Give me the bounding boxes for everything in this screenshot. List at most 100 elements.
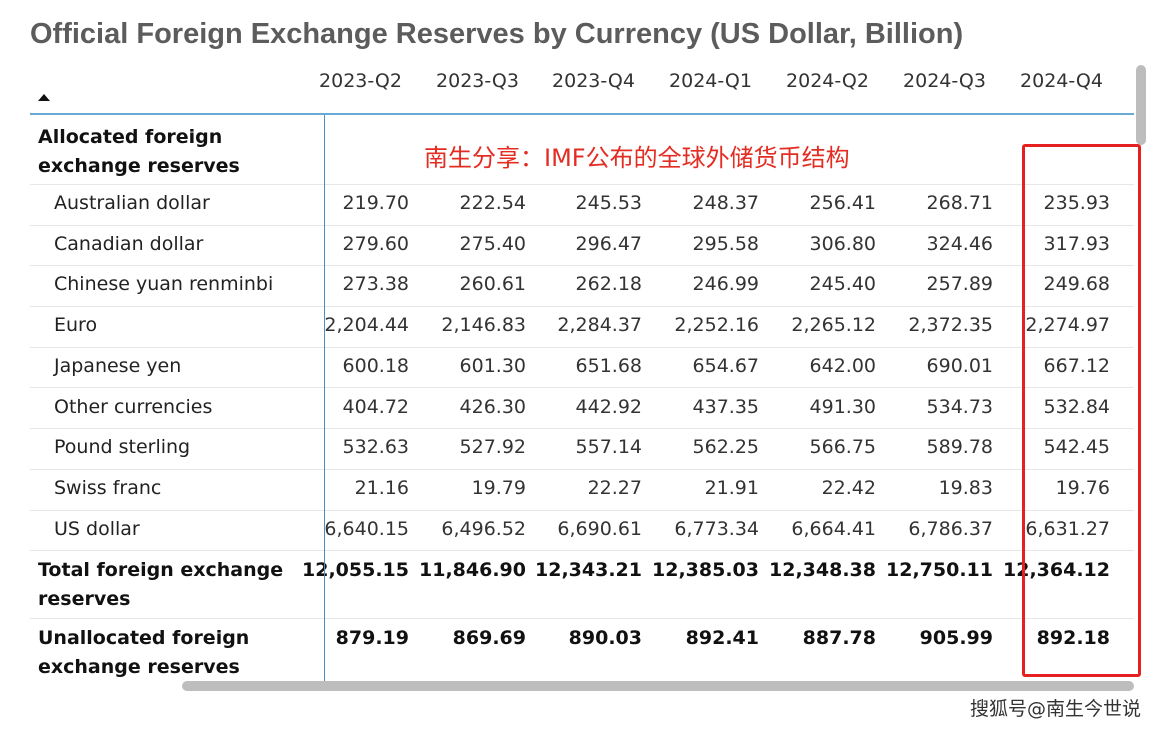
total-cell: 12,364.12 (1003, 559, 1110, 581)
table-cell: 6,631.27 (1025, 517, 1110, 540)
table-cell: 19.83 (938, 476, 993, 499)
table-cell: 22.27 (587, 476, 642, 499)
table-cell: 437.35 (692, 395, 759, 418)
header-divider (30, 113, 1134, 115)
table-cell: 491.30 (809, 395, 876, 418)
table-cell: 245.53 (575, 192, 642, 214)
total-row-label: Unallocated foreign exchange reserves (38, 627, 250, 678)
table-row: Canadian dollar 279.60 275.40 296.47 295.58 3… (30, 225, 1134, 267)
table-cell: 2,265.12 (791, 314, 876, 337)
column-header[interactable]: 2023-Q4 (552, 70, 635, 92)
table-cell: 2,204.44 (324, 314, 409, 337)
table-cell: 6,640.15 (324, 517, 409, 540)
row-label: Chinese yuan renminbi (54, 273, 274, 296)
table-cell: 566.75 (809, 436, 876, 459)
table-cell: 245.40 (809, 273, 876, 296)
table-row: Japanese yen 600.18 601.30 651.68 654.67 642.… (30, 347, 1134, 389)
table-cell: 273.38 (342, 273, 409, 296)
row-label: Euro (54, 314, 98, 337)
table-cell: 6,664.41 (791, 517, 876, 540)
row-label: Other currencies (54, 395, 213, 418)
table-cell: 21.16 (354, 476, 409, 499)
table-cell: 248.37 (692, 192, 759, 214)
table-cell: 2,252.16 (674, 314, 759, 337)
section-header-label: Allocated foreign exchange reserves (38, 126, 240, 177)
table-cell: 2,146.83 (441, 314, 526, 337)
vertical-scrollbar[interactable] (1136, 65, 1146, 675)
table-cell: 532.84 (1043, 395, 1110, 418)
table-cell: 260.61 (459, 273, 526, 296)
table-cell: 534.73 (926, 395, 993, 418)
table-cell: 557.14 (575, 436, 642, 459)
table-cell: 257.89 (926, 273, 993, 296)
table-row: Chinese yuan renminbi 273.38 260.61 262.18 2… (30, 265, 1134, 308)
table-cell: 222.54 (459, 192, 526, 214)
table-cell: 651.68 (575, 354, 642, 377)
table-row: Australian dollar 219.70 222.54 245.53 248.3… (30, 184, 1134, 226)
table-cell: 542.45 (1043, 436, 1110, 459)
total-cell: 12,343.21 (535, 559, 642, 581)
row-label: US dollar (54, 517, 140, 540)
table-row: Other currencies 404.72 426.30 442.92 437.35… (30, 388, 1134, 430)
horizontal-scrollbar[interactable] (182, 681, 1134, 691)
table-cell: 317.93 (1043, 232, 1110, 255)
table-cell: 21.91 (704, 476, 759, 499)
table-row: US dollar 6,640.15 6,496.52 6,690.61 6,773.3… (30, 510, 1134, 552)
row-label: Pound sterling (54, 436, 191, 459)
table-cell: 601.30 (459, 354, 526, 377)
table-cell: 2,284.37 (557, 314, 642, 337)
table-cell: 690.01 (926, 354, 993, 377)
table-cell: 654.67 (692, 354, 759, 377)
total-cell: 887.78 (802, 627, 876, 649)
table-cell: 589.78 (926, 436, 993, 459)
column-header[interactable]: 2024-Q4 (1020, 70, 1103, 92)
section-header-row: Allocated foreign exchange reserves (30, 115, 1134, 185)
total-cell: 869.69 (452, 627, 526, 649)
total-cell: 879.19 (335, 627, 409, 649)
table-cell: 22.42 (821, 476, 876, 499)
table-cell: 2,274.97 (1025, 314, 1110, 337)
total-cell: 12,385.03 (652, 559, 759, 581)
column-header[interactable]: 2023-Q3 (436, 70, 519, 92)
table-cell: 324.46 (926, 232, 993, 255)
row-label: Canadian dollar (54, 232, 204, 255)
table-cell: 6,496.52 (441, 517, 526, 540)
table-cell: 306.80 (809, 232, 876, 255)
total-cell: 890.03 (568, 627, 642, 649)
table-cell: 527.92 (459, 436, 526, 459)
table-cell: 442.92 (575, 395, 642, 418)
sort-ascending-icon[interactable] (38, 94, 50, 101)
row-label: Australian dollar (54, 192, 210, 214)
total-cell: 905.99 (919, 627, 993, 649)
table-cell: 262.18 (575, 273, 642, 296)
table-cell: 235.93 (1043, 192, 1110, 214)
table-cell: 404.72 (342, 395, 409, 418)
table-cell: 19.79 (471, 476, 526, 499)
column-header[interactable]: 2024-Q3 (903, 70, 986, 92)
report-title: Official Foreign Exchange Reserves by Cu… (30, 18, 964, 50)
total-row: Total foreign exchange reserves 12,055.15… (30, 550, 1134, 619)
table-row: Euro 2,204.44 2,146.83 2,284.37 2,252.16 2,26… (30, 306, 1134, 348)
column-header[interactable]: 2024-Q1 (669, 70, 752, 92)
table-cell: 295.58 (692, 232, 759, 255)
label-column-divider (324, 115, 325, 681)
total-cell: 12,750.11 (886, 559, 993, 581)
table-cell: 279.60 (342, 232, 409, 255)
vertical-scrollbar-thumb[interactable] (1136, 65, 1146, 145)
column-header[interactable]: 2024-Q2 (786, 70, 869, 92)
total-cell: 892.18 (1036, 627, 1110, 649)
table-cell: 249.68 (1043, 273, 1110, 296)
table-cell: 562.25 (692, 436, 759, 459)
table-cell: 2,372.35 (908, 314, 993, 337)
table-cell: 296.47 (575, 232, 642, 255)
column-header[interactable]: 2023-Q2 (319, 70, 402, 92)
table-row: Swiss franc 21.16 19.79 22.27 21.91 22.42 19.8… (30, 469, 1134, 511)
table-cell: 426.30 (459, 395, 526, 418)
overlay-annotation: 南生分享：IMF公布的全球外储货币结构 (424, 144, 850, 172)
table-cell: 256.41 (809, 192, 876, 214)
total-row: Unallocated foreign exchange reserves 879… (30, 618, 1134, 681)
table-cell: 6,773.34 (674, 517, 759, 540)
total-cell: 12,055.15 (302, 559, 409, 581)
table-cell: 532.63 (342, 436, 409, 459)
row-label: Japanese yen (54, 354, 182, 377)
